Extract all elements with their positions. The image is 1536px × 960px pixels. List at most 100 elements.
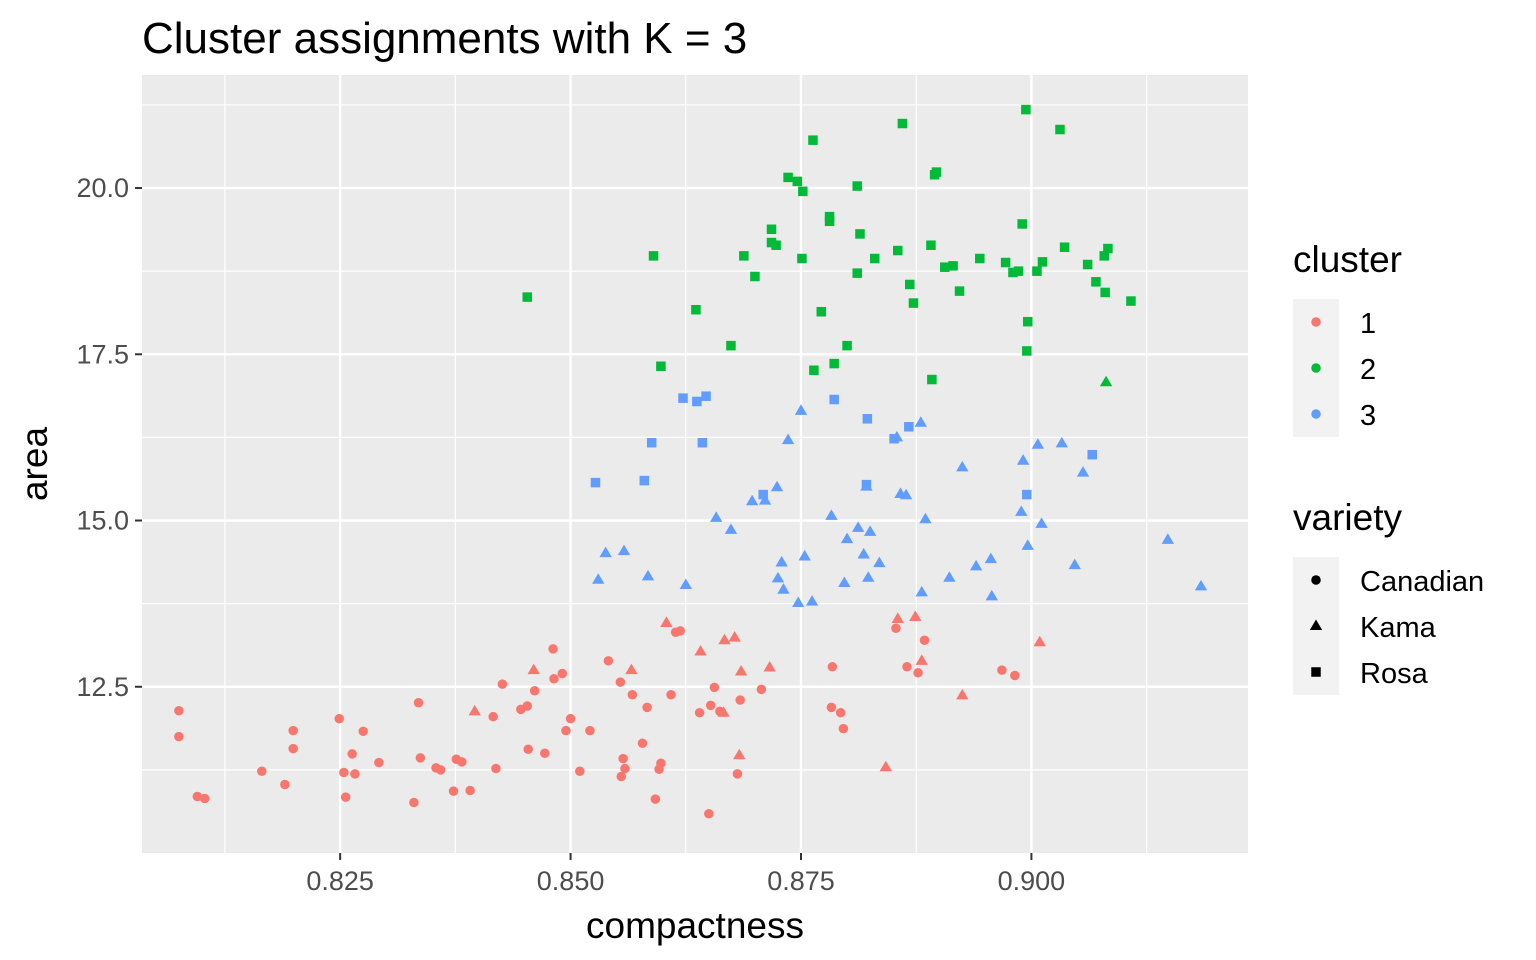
data-point xyxy=(704,809,714,819)
data-point xyxy=(374,757,384,768)
data-point xyxy=(781,433,795,445)
data-point xyxy=(931,167,942,177)
data-point xyxy=(943,571,956,582)
data-point xyxy=(590,477,601,488)
x-tick-label: 0.900 xyxy=(998,866,1066,896)
data-point xyxy=(448,786,459,796)
data-point xyxy=(603,656,614,666)
x-axis: 0.825 0.850 0.875 0.900 xyxy=(306,853,1065,896)
x-tick-label: 0.850 xyxy=(537,866,605,896)
data-point xyxy=(777,583,790,594)
data-point xyxy=(540,748,550,759)
legend-label-cluster: 2 xyxy=(1360,354,1376,386)
data-point xyxy=(891,612,904,623)
data-point xyxy=(340,792,351,802)
data-point xyxy=(1068,558,1081,570)
data-point xyxy=(745,494,759,506)
data-point xyxy=(809,365,819,375)
data-point xyxy=(913,668,923,678)
data-point xyxy=(915,585,928,597)
data-point xyxy=(825,509,838,520)
data-point xyxy=(639,475,650,486)
data-point xyxy=(409,797,419,808)
data-point xyxy=(1022,346,1032,356)
data-point xyxy=(1022,489,1032,500)
legend-key-cluster xyxy=(1311,317,1321,327)
data-point xyxy=(599,546,612,558)
data-point xyxy=(339,767,349,778)
y-tick-label: 20.0 xyxy=(76,173,129,203)
data-point xyxy=(1087,449,1097,460)
data-point xyxy=(732,769,743,779)
data-point xyxy=(954,286,965,296)
data-point xyxy=(750,271,760,282)
data-point xyxy=(984,552,998,564)
legend-key-cluster xyxy=(1311,363,1321,373)
data-point xyxy=(710,511,723,522)
data-point xyxy=(468,704,481,716)
data-point xyxy=(257,766,267,776)
legend-key-variety xyxy=(1311,667,1321,677)
data-point xyxy=(523,744,533,755)
data-point xyxy=(826,702,837,713)
y-tick-label: 17.5 xyxy=(76,339,129,369)
data-point xyxy=(862,571,875,582)
data-point xyxy=(897,118,908,129)
data-point xyxy=(1055,436,1068,448)
legend-key-cluster xyxy=(1311,409,1321,419)
data-point xyxy=(997,665,1007,675)
data-point xyxy=(656,361,666,372)
data-point xyxy=(783,172,793,183)
data-point xyxy=(1100,287,1110,298)
data-point xyxy=(1082,259,1093,270)
data-point xyxy=(733,748,746,760)
data-point xyxy=(1008,267,1018,278)
data-point xyxy=(1013,266,1024,276)
data-point xyxy=(724,523,738,534)
data-point xyxy=(852,268,862,278)
data-point xyxy=(650,794,661,804)
data-point xyxy=(985,589,998,601)
data-point xyxy=(548,644,558,654)
data-point xyxy=(766,224,777,235)
data-point xyxy=(855,229,865,239)
data-point xyxy=(926,240,936,250)
chart-title: Cluster assignments with K = 3 xyxy=(142,14,747,63)
data-point xyxy=(1010,670,1020,681)
data-point xyxy=(1035,517,1048,528)
data-point xyxy=(709,682,720,693)
plot-panel xyxy=(142,75,1248,853)
data-point xyxy=(739,251,749,261)
data-point xyxy=(642,702,652,713)
data-point xyxy=(792,596,805,608)
data-point xyxy=(824,216,835,227)
data-point xyxy=(675,626,686,636)
data-point xyxy=(627,689,638,700)
data-point xyxy=(975,253,985,264)
data-point xyxy=(969,559,983,571)
data-point xyxy=(829,394,839,405)
data-point xyxy=(616,771,627,782)
data-point xyxy=(919,635,930,645)
data-point xyxy=(1021,104,1031,115)
data-point xyxy=(829,358,839,369)
data-point xyxy=(1099,251,1109,261)
legend-label-variety: Rosa xyxy=(1360,658,1429,690)
data-point xyxy=(890,430,904,442)
data-point xyxy=(288,725,298,736)
data-point xyxy=(358,726,368,737)
data-point xyxy=(620,763,630,774)
data-point xyxy=(862,414,873,424)
data-point xyxy=(908,298,919,308)
data-point xyxy=(666,689,676,700)
data-point xyxy=(557,668,568,679)
data-point xyxy=(835,707,846,718)
data-point xyxy=(1032,266,1042,276)
data-point xyxy=(797,253,807,264)
data-point xyxy=(1037,257,1048,267)
data-point xyxy=(334,713,344,724)
data-point xyxy=(435,765,446,775)
data-point xyxy=(808,135,818,145)
data-point xyxy=(717,706,730,717)
y-axis: 12.5 15.0 17.5 20.0 xyxy=(76,173,142,702)
